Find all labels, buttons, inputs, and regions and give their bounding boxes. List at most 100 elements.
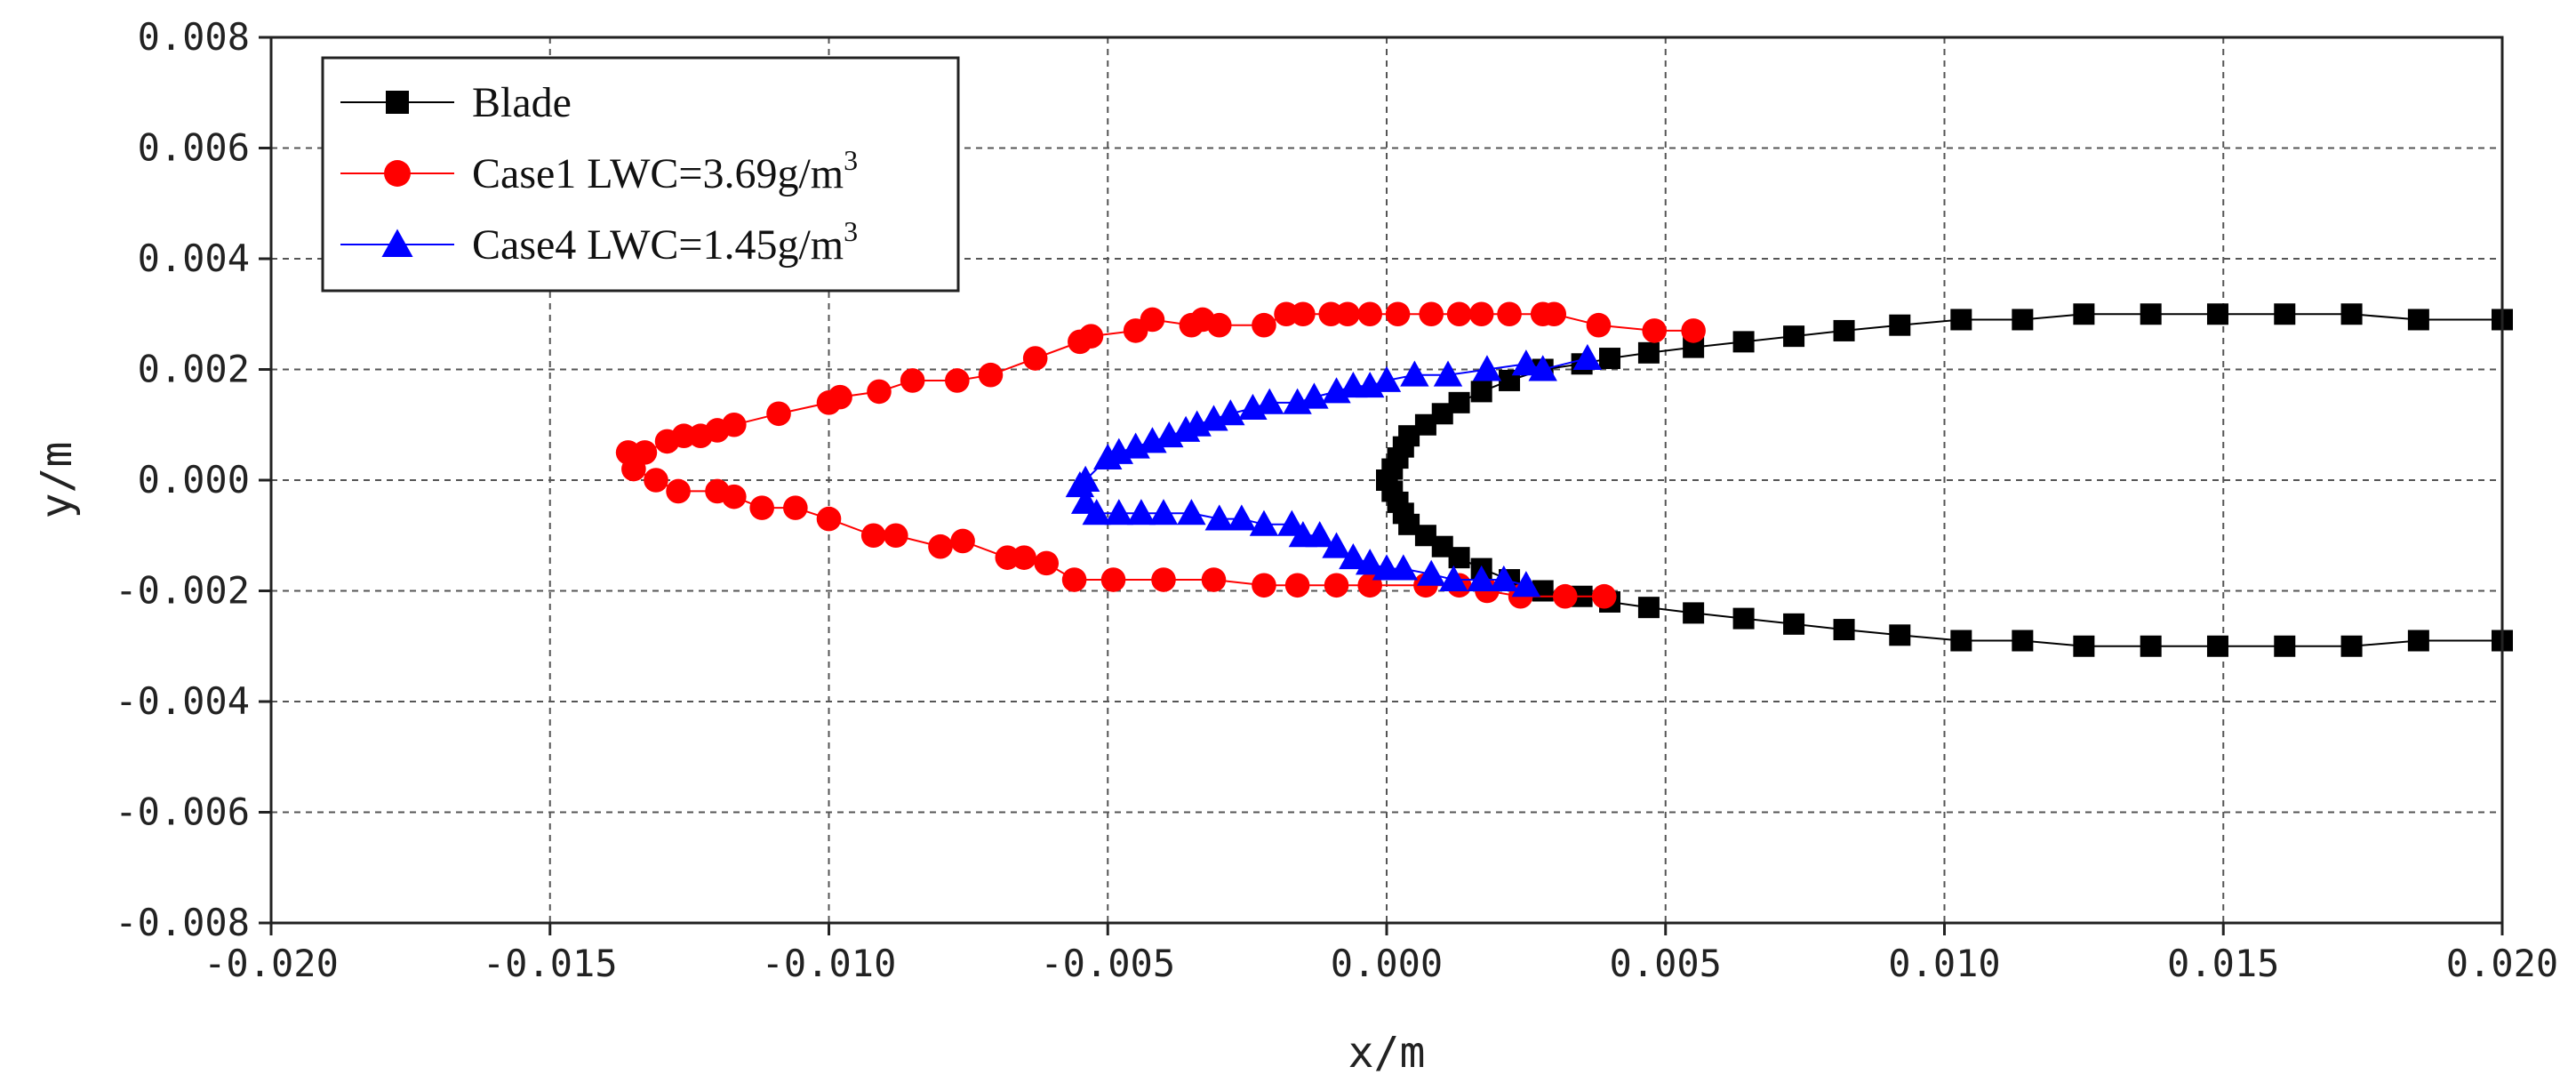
data-point-blade: [1783, 613, 1805, 635]
data-point-blade: [2340, 303, 2363, 325]
data-point-case4: [1121, 432, 1150, 459]
data-point-case4: [1249, 509, 1279, 536]
data-point-case1: [1274, 301, 1299, 327]
data-point-case1: [945, 368, 970, 393]
axis-ticks: -0.020 -0.015 -0.010 -0.005 0.000 0.005 0.010 0…: [115, 15, 2558, 985]
data-point-case4: [1339, 542, 1368, 570]
data-point-case4: [1171, 415, 1201, 442]
data-point-case4: [1511, 571, 1541, 598]
y-tick-label: 0.002: [138, 348, 250, 391]
data-point-case1: [654, 429, 680, 454]
data-point-blade: [1448, 547, 1470, 569]
legend-marker-case4: [381, 229, 413, 258]
data-point-blade: [2206, 303, 2228, 325]
data-point-case4: [1065, 471, 1095, 498]
data-point-blade: [1833, 319, 1855, 341]
data-point-blade: [1599, 348, 1620, 370]
data-point-case4: [1439, 565, 1468, 592]
plot-area: [615, 301, 2513, 657]
data-point-blade: [1783, 325, 1805, 348]
data-point-case1: [1012, 545, 1036, 570]
data-point-blade: [1950, 309, 1972, 331]
legend-label-case1: Case1 LWC=3.69g/m3: [472, 144, 858, 197]
data-point-case1: [621, 456, 646, 482]
legend-label-blade: Blade: [472, 79, 572, 126]
data-point-case1: [722, 484, 747, 509]
series-case4: [1065, 343, 1603, 598]
data-point-blade: [2407, 309, 2429, 331]
data-point-case1: [867, 379, 892, 405]
series-blade: [1376, 303, 2513, 657]
data-point-blade: [2073, 635, 2095, 657]
y-tick-label: 0.000: [138, 458, 250, 501]
data-point-case1: [1553, 583, 1578, 609]
data-point-case1: [1034, 550, 1060, 576]
x-tick-label: -0.020: [204, 942, 339, 985]
data-point-case1: [978, 362, 1004, 388]
data-point-case1: [950, 528, 975, 554]
data-point-blade: [2140, 635, 2162, 657]
data-point-case1: [1642, 318, 1667, 343]
data-point-case1: [928, 533, 953, 559]
data-point-case4: [1138, 427, 1167, 453]
legend-marker-blade: [386, 91, 409, 114]
legend-label-case4: Case4 LWC=1.45g/m3: [472, 215, 858, 269]
y-tick-label: 0.006: [138, 126, 250, 170]
data-point-case4: [1177, 499, 1206, 525]
x-tick-label: -0.010: [762, 942, 897, 985]
data-point-case1: [1446, 301, 1472, 327]
data-point-case4: [1300, 382, 1329, 409]
data-point-case1: [1068, 329, 1092, 355]
data-point-blade: [2012, 630, 2034, 652]
data-point-case4: [1489, 565, 1518, 592]
data-point-blade: [2012, 309, 2034, 331]
data-point-case4: [1355, 549, 1385, 575]
data-point-case1: [884, 523, 908, 549]
data-point-blade: [2340, 635, 2363, 657]
data-point-case1: [1201, 567, 1227, 592]
data-point-case4: [1227, 504, 1257, 531]
data-point-blade: [1637, 341, 1660, 364]
data-point-case4: [1322, 532, 1351, 558]
data-point-blade: [2206, 635, 2228, 657]
x-tick-label: 0.020: [2446, 942, 2558, 985]
data-point-blade: [1732, 607, 1755, 630]
data-point-blade: [2407, 630, 2429, 652]
data-point-case1: [1681, 318, 1706, 343]
data-point-blade: [2140, 303, 2162, 325]
data-point-case1: [1061, 567, 1087, 592]
x-tick-label: 0.010: [1888, 942, 2000, 985]
data-point-case4: [1572, 343, 1603, 371]
data-point-case4: [1199, 405, 1228, 431]
data-point-blade: [1889, 624, 1911, 646]
data-point-case1: [783, 495, 808, 520]
x-tick-label: -0.015: [483, 942, 618, 985]
data-point-case4: [1104, 499, 1133, 525]
data-point-case4: [1204, 504, 1234, 531]
data-point-blade: [1637, 597, 1660, 619]
data-point-case4: [1472, 355, 1502, 381]
data-point-case1: [1591, 583, 1617, 609]
data-point-blade: [1732, 331, 1755, 353]
data-point-case1: [1252, 573, 1276, 598]
data-point-case1: [1530, 301, 1556, 327]
data-point-case4: [1388, 554, 1419, 581]
x-tick-label: 0.005: [1610, 942, 1722, 985]
y-axis-title: y/m: [32, 442, 82, 519]
data-point-case4: [1283, 388, 1312, 414]
data-point-case1: [1284, 573, 1310, 598]
legend: Blade Case1 LWC=3.69g/m3 Case4 LWC=1.45g/m…: [321, 56, 960, 293]
data-point-blade: [1470, 381, 1492, 403]
data-point-case1: [1123, 318, 1148, 343]
data-point-case1: [1252, 312, 1276, 338]
y-tick-label: -0.006: [115, 790, 250, 834]
data-point-case4: [1148, 499, 1179, 525]
data-point-blade: [1889, 314, 1911, 336]
data-point-case4: [1322, 377, 1351, 404]
data-point-case1: [816, 390, 842, 415]
data-point-case4: [1155, 421, 1184, 448]
data-point-case1: [1357, 301, 1382, 327]
data-point-case1: [1324, 573, 1349, 598]
data-point-case4: [1216, 399, 1245, 426]
data-point-case1: [1419, 301, 1444, 327]
